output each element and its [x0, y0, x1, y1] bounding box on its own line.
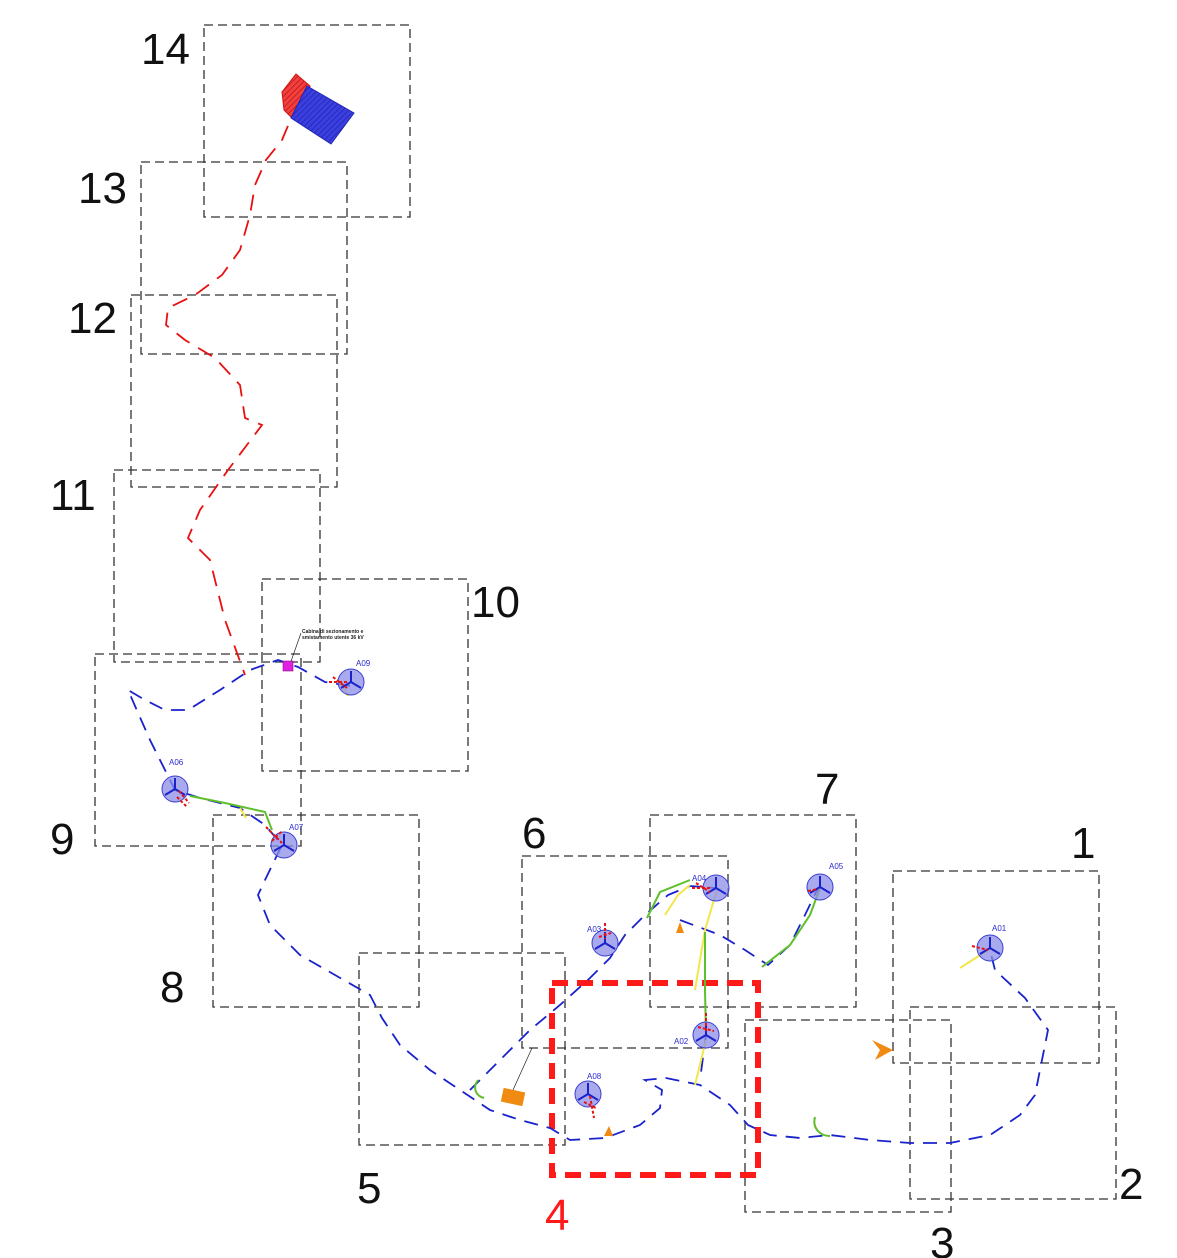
tile-frames — [94, 24, 1117, 1213]
turbine-a08[interactable]: A08 — [574, 1072, 602, 1119]
storage-box-marker[interactable] — [500, 1087, 526, 1107]
cabina-box — [282, 660, 294, 672]
access-road — [694, 889, 718, 991]
tile-number-13: 13 — [78, 164, 127, 213]
tile-frame-4-highlighted[interactable] — [549, 980, 761, 1178]
cabina-label-line1: Cabina di sezionamento e — [302, 629, 364, 635]
small-triangle-marker — [604, 1126, 613, 1136]
turbine-a05[interactable]: A05 — [806, 862, 844, 901]
tile-frame-13[interactable] — [140, 161, 348, 355]
tile-frame-6[interactable] — [521, 855, 729, 1049]
tile-number-6: 6 — [522, 809, 546, 858]
access-road — [761, 887, 821, 968]
turbine-a02[interactable]: A02 — [674, 1013, 720, 1049]
tile-frame-9[interactable] — [94, 653, 302, 847]
turbine-a04[interactable]: A04 — [692, 874, 730, 902]
tile-number-12: 12 — [68, 294, 117, 343]
turbine-a01[interactable]: A01 — [971, 924, 1007, 962]
access-roads — [189, 681, 989, 1137]
turbine-label: A03 — [587, 925, 602, 934]
tile-frame-7[interactable] — [649, 814, 857, 1008]
turbine-label: A02 — [674, 1037, 689, 1046]
tile-number-10: 10 — [471, 578, 520, 627]
tile-frame-1[interactable] — [892, 870, 1100, 1064]
tile-number-3: 3 — [930, 1219, 954, 1258]
access-road — [189, 795, 273, 831]
tile-number-1: 1 — [1071, 819, 1095, 868]
cable-route-west — [126, 659, 1049, 1144]
turbine-label: A06 — [169, 758, 184, 767]
access-road — [474, 1079, 485, 1099]
tile-number-8: 8 — [160, 963, 184, 1012]
tile-number-14: 14 — [141, 25, 190, 74]
tile-frame-12[interactable] — [130, 294, 338, 488]
turbine-a09[interactable]: A09 — [329, 659, 371, 696]
tile-number-2: 2 — [1119, 1160, 1143, 1209]
substation-blue-area — [290, 85, 355, 145]
grid-connection-route — [165, 101, 299, 676]
turbine-a07[interactable]: A07 — [265, 823, 304, 859]
tile-frame-8[interactable] — [212, 814, 420, 1008]
tile-number-4: 4 — [545, 1191, 569, 1240]
markers — [500, 922, 893, 1136]
access-road — [646, 879, 691, 919]
tile-frame-14[interactable] — [203, 24, 411, 218]
turbine-a06[interactable]: A06 — [161, 758, 190, 808]
tile-number-9: 9 — [50, 815, 74, 864]
tile-number-7: 7 — [815, 765, 839, 814]
tile-number-11: 11 — [50, 471, 96, 520]
turbine-label: A08 — [587, 1072, 602, 1081]
tile-frame-11[interactable] — [113, 469, 321, 663]
turbine-label: A09 — [356, 659, 371, 668]
cable-route-north-branch — [469, 885, 716, 1091]
tile-frame-10[interactable] — [261, 578, 469, 772]
tile-number-5: 5 — [357, 1164, 381, 1213]
tile-frame-2[interactable] — [909, 1006, 1117, 1200]
cable-routes — [126, 101, 1049, 1144]
cabina-marker[interactable]: Cabina di sezionamento e smistamento ute… — [282, 629, 364, 672]
small-triangle-marker — [676, 922, 684, 933]
turbine-label: A07 — [289, 823, 304, 832]
access-road — [239, 807, 247, 819]
access-road — [813, 1116, 831, 1137]
access-road — [664, 884, 691, 916]
tile-frame-3[interactable] — [744, 1019, 952, 1213]
turbines: A01 A02 A03 — [161, 659, 1007, 1119]
tile-frame-5[interactable] — [358, 952, 566, 1146]
substation — [281, 73, 355, 145]
turbine-label: A04 — [692, 874, 707, 883]
arrow-marker[interactable] — [872, 1040, 893, 1060]
tile-numbers: 14 13 12 11 10 9 8 7 6 5 4 3 2 1 — [50, 25, 1143, 1258]
cable-route-a05-branch — [679, 887, 819, 967]
turbine-label: A05 — [829, 862, 844, 871]
turbine-label: A01 — [992, 924, 1007, 933]
turbine-a03[interactable]: A03 — [587, 923, 619, 957]
cabina-label-line2: smistamento utente 36 kV — [302, 635, 364, 641]
